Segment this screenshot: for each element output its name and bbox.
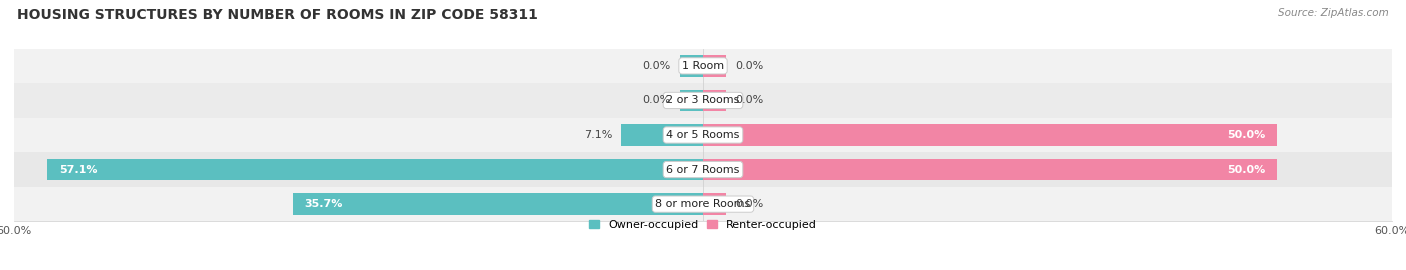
- Bar: [14, 83, 1392, 118]
- Text: 7.1%: 7.1%: [583, 130, 612, 140]
- Bar: [703, 124, 1277, 146]
- Bar: [14, 49, 1392, 83]
- Bar: [48, 159, 703, 180]
- Text: 57.1%: 57.1%: [59, 164, 97, 175]
- Text: 8 or more Rooms: 8 or more Rooms: [655, 199, 751, 209]
- Bar: [703, 159, 1277, 180]
- Bar: [703, 193, 725, 215]
- Bar: [14, 187, 1392, 221]
- Text: 0.0%: 0.0%: [643, 61, 671, 71]
- Legend: Owner-occupied, Renter-occupied: Owner-occupied, Renter-occupied: [589, 220, 817, 230]
- Bar: [14, 152, 1392, 187]
- Text: 2 or 3 Rooms: 2 or 3 Rooms: [666, 95, 740, 106]
- Text: 50.0%: 50.0%: [1227, 164, 1265, 175]
- Text: 0.0%: 0.0%: [735, 61, 763, 71]
- Bar: [681, 55, 703, 77]
- Bar: [703, 55, 725, 77]
- Text: 0.0%: 0.0%: [643, 95, 671, 106]
- Text: 35.7%: 35.7%: [305, 199, 343, 209]
- Bar: [703, 90, 725, 111]
- Bar: [621, 124, 703, 146]
- Bar: [14, 118, 1392, 152]
- Text: 0.0%: 0.0%: [735, 95, 763, 106]
- Bar: [292, 193, 703, 215]
- Text: Source: ZipAtlas.com: Source: ZipAtlas.com: [1278, 8, 1389, 18]
- Bar: [681, 90, 703, 111]
- Text: HOUSING STRUCTURES BY NUMBER OF ROOMS IN ZIP CODE 58311: HOUSING STRUCTURES BY NUMBER OF ROOMS IN…: [17, 8, 537, 22]
- Text: 6 or 7 Rooms: 6 or 7 Rooms: [666, 164, 740, 175]
- Text: 50.0%: 50.0%: [1227, 130, 1265, 140]
- Text: 1 Room: 1 Room: [682, 61, 724, 71]
- Text: 0.0%: 0.0%: [735, 199, 763, 209]
- Text: 4 or 5 Rooms: 4 or 5 Rooms: [666, 130, 740, 140]
